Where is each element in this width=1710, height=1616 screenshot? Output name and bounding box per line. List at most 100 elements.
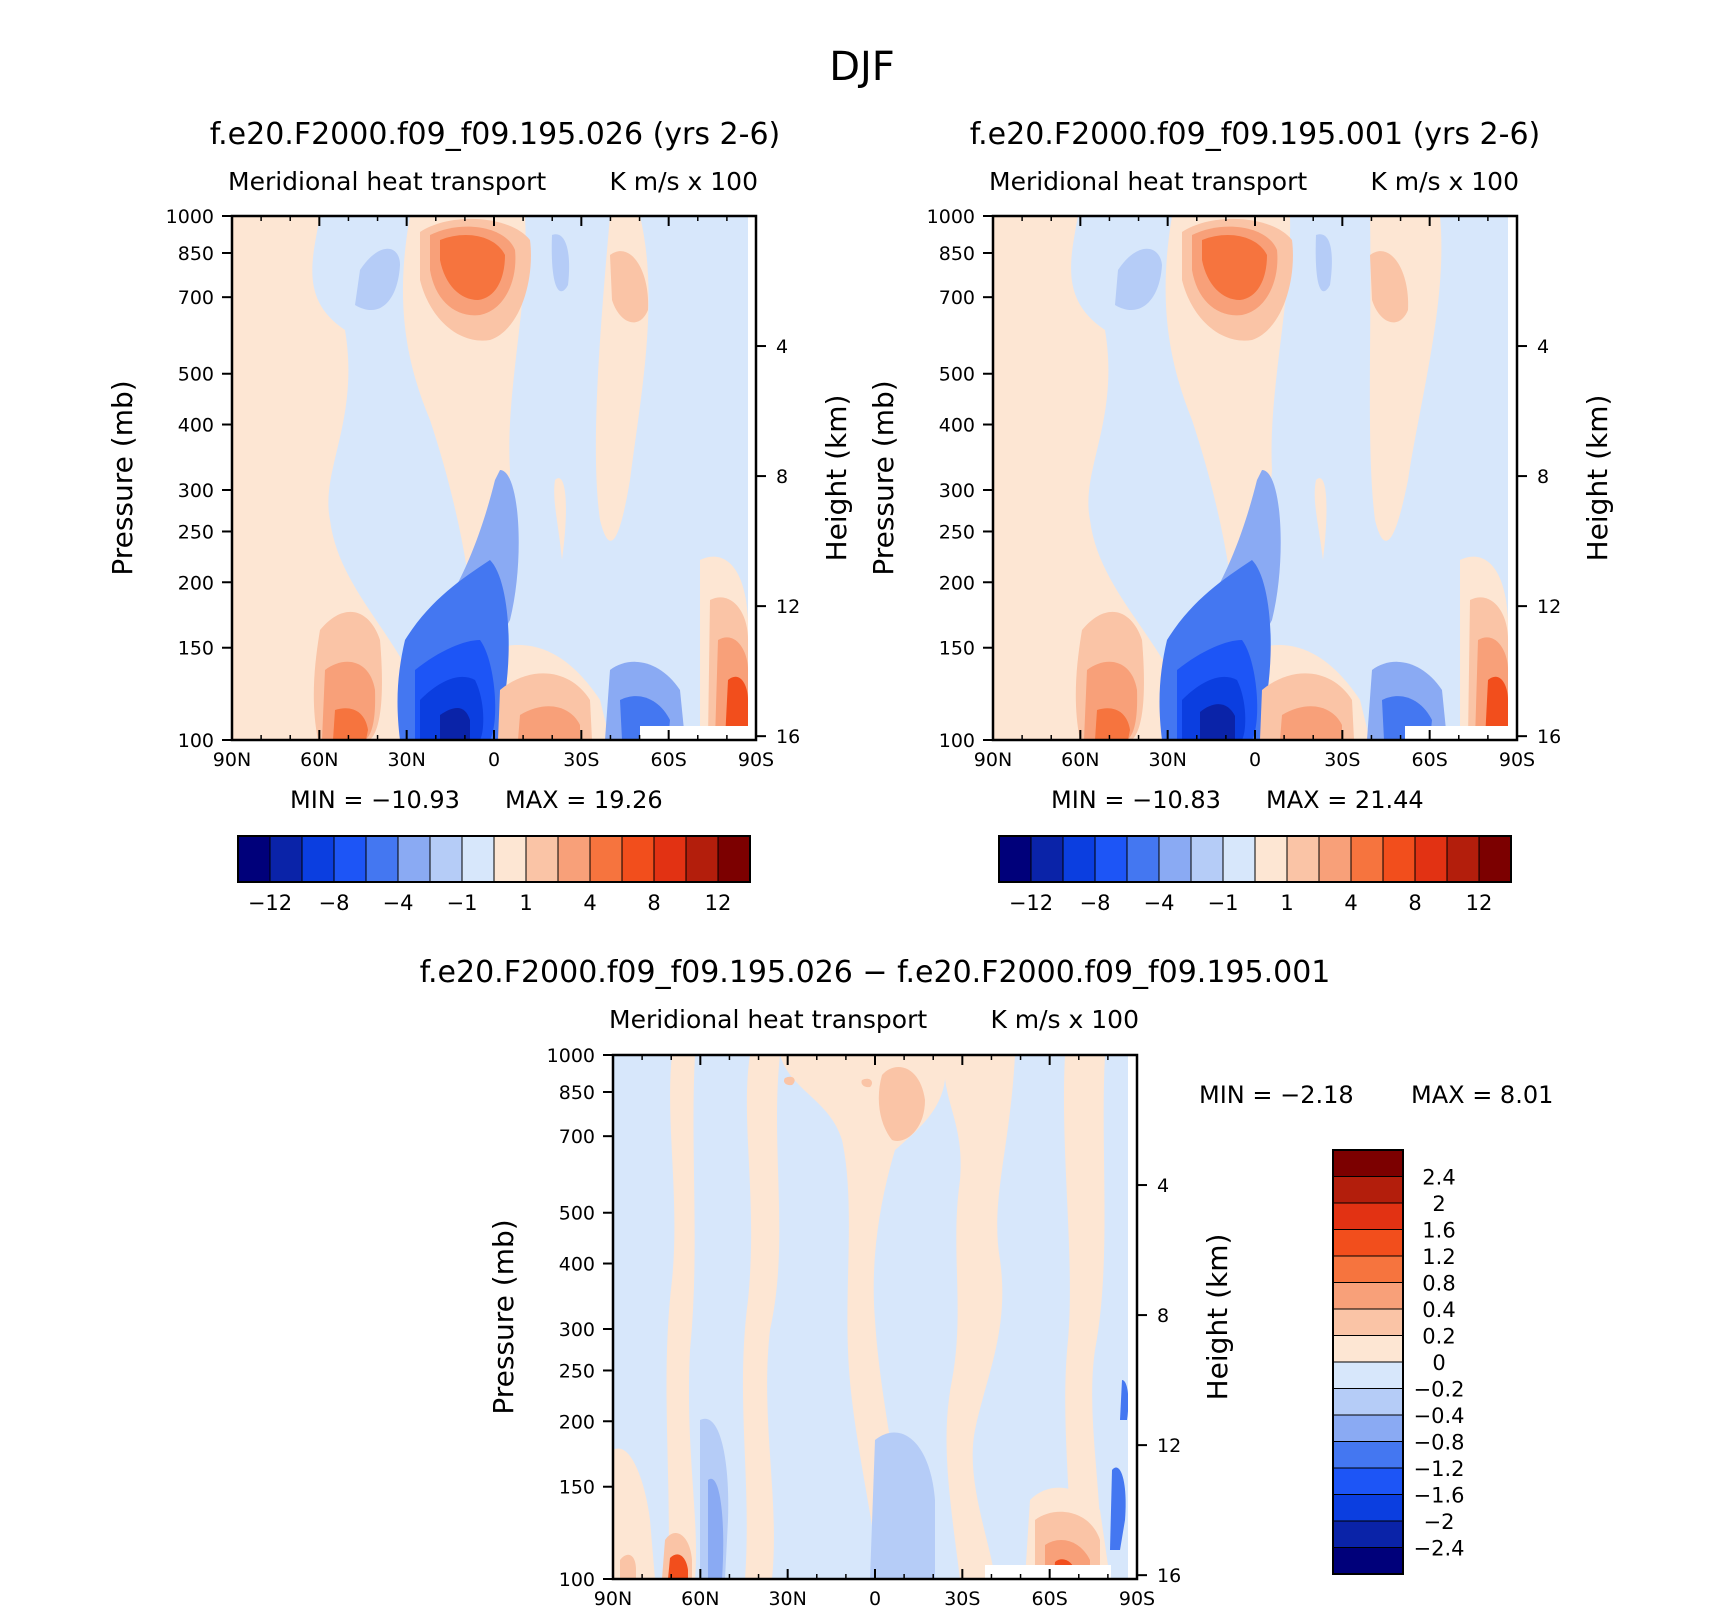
panel-3-subtitle-right: K m/s x 100 bbox=[990, 1005, 1139, 1034]
y-tick-label: 700 bbox=[178, 287, 214, 309]
colorbar-label: 1 bbox=[519, 891, 532, 915]
panel-3-max: MAX = 8.01 bbox=[1411, 1081, 1553, 1109]
y-tick-label: 250 bbox=[559, 1360, 595, 1382]
panel-2-ylabel: Pressure (mb) bbox=[867, 380, 900, 575]
colorbar-label: 2.4 bbox=[1422, 1166, 1455, 1190]
y-tick-label: 150 bbox=[939, 638, 975, 660]
colorbar-label: 1 bbox=[1280, 891, 1293, 915]
y2-tick-label: 16 bbox=[1537, 726, 1561, 748]
x-tick-label: 90S bbox=[738, 749, 774, 771]
colorbar-box bbox=[1332, 1149, 1404, 1177]
colorbar-box bbox=[1030, 835, 1064, 883]
colorbar-box bbox=[1332, 1388, 1404, 1416]
colorbar-box bbox=[429, 835, 463, 883]
colorbar-label: −2.4 bbox=[1414, 1537, 1465, 1561]
y-tick-label: 400 bbox=[559, 1254, 595, 1276]
colorbar-box bbox=[1332, 1176, 1404, 1204]
colorbar-box bbox=[1332, 1520, 1404, 1548]
colorbar-box bbox=[685, 835, 719, 883]
x-tick-label: 90S bbox=[1499, 749, 1535, 771]
y-tick-label: 500 bbox=[939, 364, 975, 386]
colorbar-box bbox=[557, 835, 591, 883]
y2-tick-label: 8 bbox=[1537, 466, 1549, 488]
y2-tick-label: 4 bbox=[1157, 1175, 1169, 1197]
colorbar-label: −0.8 bbox=[1414, 1431, 1465, 1455]
colorbar-box bbox=[1350, 835, 1384, 883]
x-tick-label: 90N bbox=[213, 749, 251, 771]
y2-tick-label: 8 bbox=[1157, 1305, 1169, 1327]
colorbar-label: 4 bbox=[583, 891, 596, 915]
colorbar-label: −0.2 bbox=[1414, 1378, 1465, 1402]
colorbar-label: 12 bbox=[1466, 891, 1493, 915]
colorbar-label: 4 bbox=[1344, 891, 1357, 915]
panel-1-subtitle-left: Meridional heat transport bbox=[228, 167, 546, 196]
colorbar-box bbox=[589, 835, 623, 883]
colorbar-outline bbox=[1332, 1149, 1404, 1575]
y-tick-label: 200 bbox=[178, 572, 214, 594]
panel-3-subtitle-left: Meridional heat transport bbox=[609, 1005, 927, 1034]
colorbar-label: 1.2 bbox=[1422, 1245, 1455, 1269]
panel-1-contour-field bbox=[232, 216, 756, 740]
panel-3-title: f.e20.F2000.f09_f09.195.026 − f.e20.F200… bbox=[420, 955, 1331, 990]
panel-3-min: MIN = −2.18 bbox=[1199, 1081, 1354, 1109]
panel-3-y2label: Height (km) bbox=[1201, 1234, 1234, 1401]
y-tick-label: 200 bbox=[939, 572, 975, 594]
colorbar-label: −1 bbox=[447, 891, 478, 915]
colorbar-label: 0.8 bbox=[1422, 1272, 1455, 1296]
panel-1-min: MIN = −10.93 bbox=[290, 786, 460, 814]
y2-tick-label: 4 bbox=[1537, 336, 1549, 358]
panel-3-ylabel: Pressure (mb) bbox=[487, 1219, 520, 1414]
panel-3-colorbar: 2.42 1.61.2 0.80.4 0.20 −0.2−0.4 −0.8−1.2 −1.6… bbox=[1332, 1149, 1465, 1575]
colorbar-label: −4 bbox=[1144, 891, 1175, 915]
colorbar-box bbox=[1094, 835, 1128, 883]
colorbar-box bbox=[1414, 835, 1448, 883]
y-tick-label: 1000 bbox=[927, 206, 975, 228]
x-tick-label: 30N bbox=[768, 1588, 806, 1610]
x-tick-label: 0 bbox=[1249, 749, 1261, 771]
panel-3-contour-field bbox=[613, 1055, 1137, 1579]
x-tick-label: 0 bbox=[869, 1588, 881, 1610]
colorbar-label: −12 bbox=[248, 891, 292, 915]
colorbar-label: 8 bbox=[647, 891, 660, 915]
colorbar-box bbox=[1332, 1494, 1404, 1522]
colorbar-box bbox=[653, 835, 687, 883]
colorbar-label: 2 bbox=[1432, 1192, 1445, 1216]
colorbar-label: −1.6 bbox=[1414, 1484, 1465, 1508]
panel-1-colorbar: −12 −8 −4 −1 1 4 8 12 bbox=[237, 835, 751, 915]
colorbar-box bbox=[621, 835, 655, 883]
y-tick-label: 300 bbox=[559, 1319, 595, 1341]
colorbar-box bbox=[1478, 835, 1512, 883]
panel-1-ylabel: Pressure (mb) bbox=[106, 380, 139, 575]
y-tick-label: 850 bbox=[559, 1082, 595, 1104]
panel-1-y2label: Height (km) bbox=[820, 395, 853, 562]
colorbar-box bbox=[397, 835, 431, 883]
colorbar-box bbox=[1286, 835, 1320, 883]
colorbar-box bbox=[1318, 835, 1352, 883]
x-tick-label: 0 bbox=[488, 749, 500, 771]
y-tick-label: 100 bbox=[559, 1569, 595, 1591]
x-tick-label: 60N bbox=[681, 1588, 719, 1610]
y-tick-label: 300 bbox=[939, 480, 975, 502]
colorbar-box bbox=[365, 835, 399, 883]
colorbar-box bbox=[1332, 1202, 1404, 1230]
colorbar-label: 0.2 bbox=[1422, 1325, 1455, 1349]
colorbar-label: −2 bbox=[1424, 1510, 1455, 1534]
y-tick-label: 100 bbox=[178, 730, 214, 752]
colorbar-label: −1 bbox=[1208, 891, 1239, 915]
x-tick-label: 30S bbox=[563, 749, 599, 771]
panel-2-contour-field bbox=[993, 216, 1517, 740]
y-tick-label: 250 bbox=[939, 521, 975, 543]
colorbar-box bbox=[1332, 1361, 1404, 1389]
x-tick-label: 30N bbox=[1148, 749, 1186, 771]
colorbar-outline bbox=[237, 835, 751, 883]
y2-tick-label: 16 bbox=[1157, 1565, 1181, 1587]
y2-tick-label: 4 bbox=[776, 336, 788, 358]
y-tick-label: 850 bbox=[939, 243, 975, 265]
panel-1-subtitle-right: K m/s x 100 bbox=[609, 167, 758, 196]
colorbar-label: −12 bbox=[1009, 891, 1053, 915]
colorbar-box bbox=[269, 835, 303, 883]
x-tick-label: 90N bbox=[974, 749, 1012, 771]
colorbar-box bbox=[1446, 835, 1480, 883]
panel-2-colorbar: −12 −8 −4 −1 1 4 8 12 bbox=[998, 835, 1512, 915]
colorbar-box bbox=[1126, 835, 1160, 883]
